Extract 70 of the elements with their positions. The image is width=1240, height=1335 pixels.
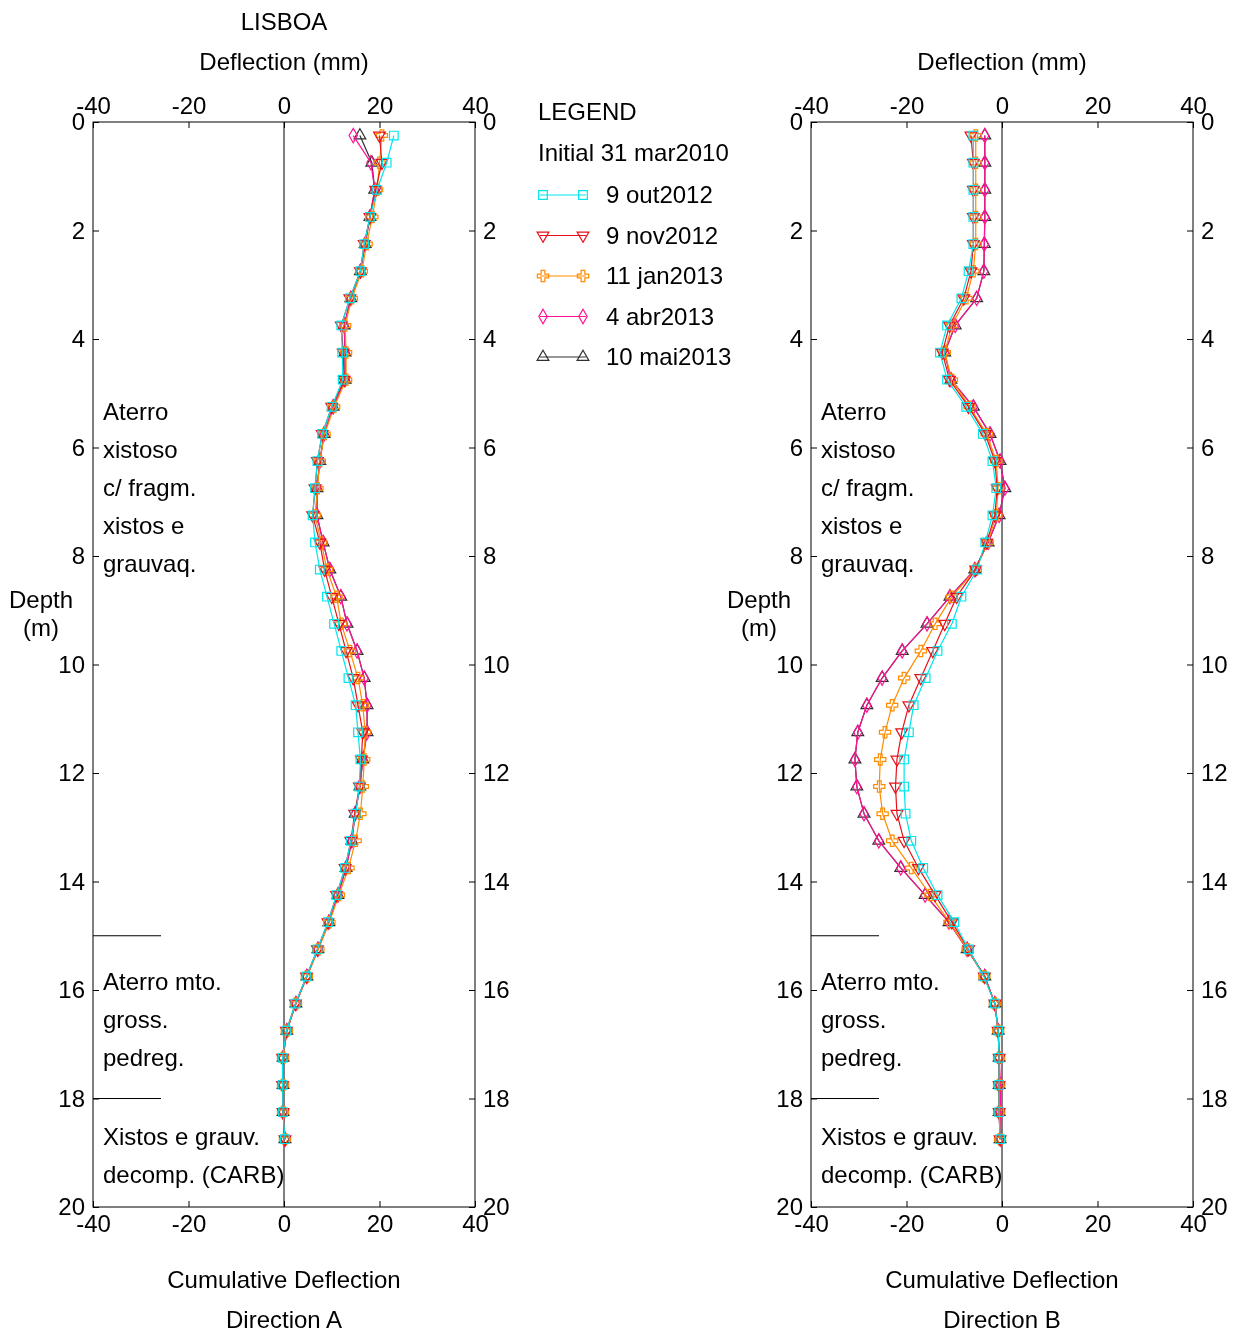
x-tick-label: -20	[889, 1210, 925, 1238]
legend-label: 9 out2012	[606, 181, 713, 208]
x2-tick-label: 0	[277, 92, 292, 119]
y2-tick-label: 18	[483, 1084, 510, 1112]
x-axis-title: Cumulative Deflection	[167, 1266, 401, 1293]
y-tick-label: 10	[776, 650, 803, 678]
x2-axis-title: Deflection (mm)	[917, 48, 1087, 75]
y-tick-label: 16	[58, 976, 85, 1004]
y2-tick-label: 10	[1201, 650, 1228, 678]
y-tick-label: 4	[71, 325, 85, 353]
y-tick-label: 4	[789, 325, 803, 353]
y2-tick-label: 16	[483, 976, 510, 1004]
y2-tick-label: 14	[483, 867, 510, 895]
annotation: Aterro mto. gross. pedreg.	[821, 968, 940, 1071]
legend-title: LEGEND	[538, 98, 637, 125]
y2-tick-label: 12	[1201, 759, 1228, 787]
x2-tick-label: 20	[1084, 92, 1112, 119]
annotation: Xistos e grauv. decomp. (CARB)	[821, 1122, 1003, 1188]
y2-tick-label: 12	[483, 759, 510, 787]
y-tick-label: 2	[789, 216, 803, 244]
y-tick-label: 12	[776, 759, 803, 787]
x-tick-label: 0	[277, 1210, 292, 1238]
y2-tick-label: 14	[1201, 867, 1228, 895]
chart-title: LISBOA	[240, 8, 328, 35]
annotation: Aterro mto. gross. pedreg.	[103, 968, 222, 1071]
x-tick-label: 20	[1084, 1210, 1112, 1238]
legend-label: 9 nov2012	[606, 221, 719, 249]
y-tick-label: 14	[58, 867, 85, 895]
y-axis-title: Depth (m)	[726, 586, 792, 641]
y-tick-label: 6	[789, 433, 803, 461]
y2-tick-label: 8	[1201, 542, 1215, 570]
y-tick-label: 18	[776, 1084, 803, 1112]
annotation: Aterro xistoso c/ fragm. xistos e grauvaq.	[821, 398, 915, 578]
y-tick-label: 16	[776, 976, 803, 1004]
x2-tick-label: 20	[366, 92, 394, 119]
x2-tick-label: 0	[995, 92, 1010, 119]
y2-tick-label: 16	[1201, 976, 1228, 1004]
text: Initial 31 mar2010	[538, 139, 729, 166]
y-tick-label: 2	[71, 216, 85, 244]
y-tick-label: 6	[71, 433, 85, 461]
y-tick-label: 8	[789, 542, 803, 570]
x2-axis-title: Deflection (mm)	[199, 48, 369, 75]
x-tick-label: 20	[366, 1210, 394, 1238]
y-tick-label: 18	[58, 1084, 85, 1112]
legend-label: 4 abr2013	[606, 302, 715, 330]
y2-tick-label: 6	[1201, 433, 1215, 461]
x2-tick-label: -20	[171, 92, 207, 119]
text: Direction B	[943, 1306, 1061, 1333]
x-tick-label: 0	[995, 1210, 1010, 1238]
y2-tick-label: 4	[1201, 325, 1215, 353]
y-axis-title: Depth (m)	[8, 586, 74, 641]
y2-tick-label: 18	[1201, 1084, 1228, 1112]
x-tick-label: -20	[171, 1210, 207, 1238]
annotation: Aterro xistoso c/ fragm. xistos e grauvaq.	[103, 398, 197, 578]
text: Direction A	[225, 1306, 343, 1333]
y-tick-label: 14	[776, 867, 803, 895]
legend-label: 10 mai2013	[606, 343, 732, 370]
y-tick-label: 8	[71, 542, 85, 570]
y2-tick-label: 8	[483, 542, 497, 570]
y-tick-label: 10	[58, 650, 85, 678]
y2-tick-label: 4	[483, 325, 497, 353]
y-tick-label: 12	[58, 759, 85, 787]
y2-tick-label: 6	[483, 433, 497, 461]
x2-tick-label: -20	[889, 92, 925, 119]
y2-tick-label: 2	[1201, 216, 1215, 244]
annotation: Xistos e grauv. decomp. (CARB)	[103, 1122, 285, 1188]
x-axis-title: Cumulative Deflection	[885, 1266, 1119, 1293]
y2-tick-label: 2	[483, 216, 497, 244]
y2-tick-label: 10	[483, 650, 510, 678]
legend-label: 11 jan2013	[606, 262, 723, 289]
